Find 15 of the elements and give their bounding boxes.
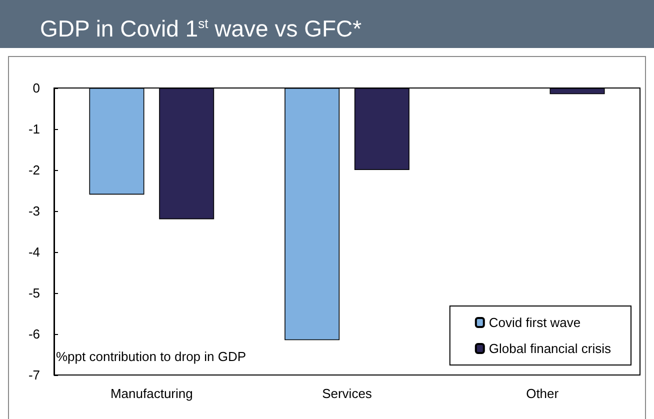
y-tick-label: -2: [28, 162, 40, 178]
x-tick-label: Other: [526, 386, 560, 401]
x-tick-label: Manufacturing: [110, 386, 193, 401]
legend-label: Global financial crisis: [488, 341, 612, 356]
y-tick-label: -7: [28, 368, 40, 382]
y-tick-label: -5: [28, 286, 40, 300]
y-tick-label: -6: [28, 326, 40, 342]
y-tick-label: -3: [28, 204, 40, 218]
x-tick-label: Services: [322, 386, 372, 401]
y-tick-label: -4: [28, 244, 40, 260]
legend-label: Covid first wave: [488, 315, 581, 330]
y-tick-label: -1: [28, 122, 40, 136]
chart-title: GDP in Covid 1$^{st}$ wave vs GFC*: [0, 0, 654, 48]
y-tick-label: 0: [32, 80, 40, 96]
annotation: %ppt contribution to drop in GDP: [56, 349, 246, 364]
